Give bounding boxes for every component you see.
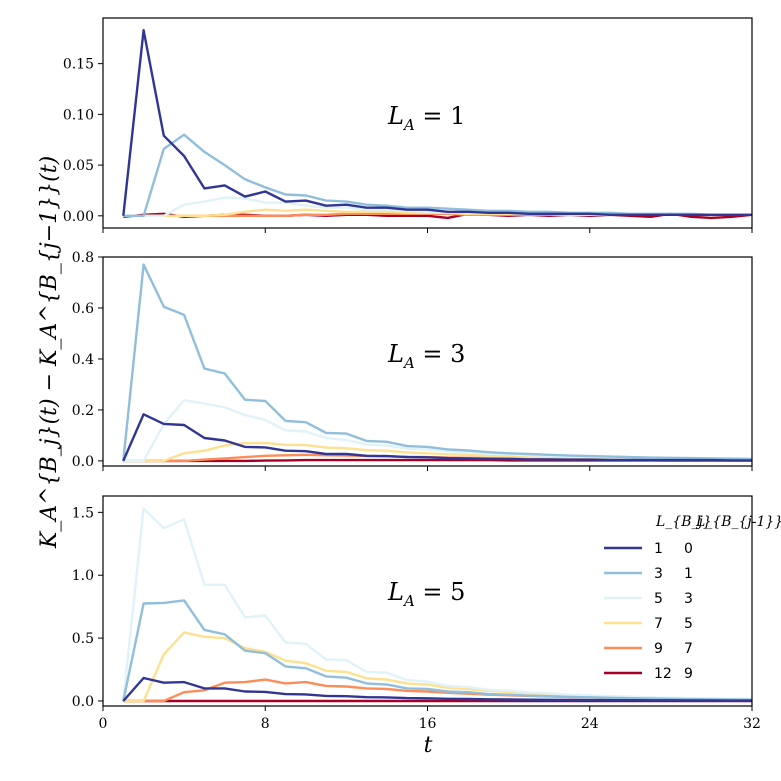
panel-3-annotation: LA = 5	[387, 578, 465, 610]
panel-1-annotation: LA = 1	[387, 102, 465, 134]
y-tick-label: 1.5	[72, 505, 94, 521]
series-line-3-1	[122, 599, 752, 702]
legend-label-a: 9	[654, 641, 663, 657]
y-tick-label: 0.10	[63, 107, 94, 123]
y-tick-label: 0.4	[72, 352, 94, 368]
legend-header-b: L_{B_{j-1}}	[695, 514, 781, 530]
panel-2: 0.0 0.2 0.4 0.6 0.8 LA = 3	[72, 250, 753, 471]
x-tick-label: 16	[419, 716, 437, 732]
x-tick-label: 24	[581, 716, 599, 732]
y-tick-label: 0.05	[63, 158, 94, 174]
legend-label-a: 3	[654, 566, 663, 582]
panel-1: 0.00 0.05 0.10 0.15 LA = 1	[63, 17, 753, 233]
panel-2-annotation: LA = 3	[387, 340, 465, 372]
panel-3: 0.0 0.5 1.0 1.5 0 8 16 24 32 LA = 5	[72, 495, 761, 732]
legend-label-a: 5	[654, 591, 663, 607]
legend-label-b: 7	[684, 641, 693, 657]
y-tick-label: 1.0	[72, 568, 94, 584]
panel-1-series	[122, 29, 752, 220]
y-tick-label: 0.2	[72, 403, 94, 419]
series-line-1-0	[122, 29, 752, 217]
legend-label-a: 12	[654, 666, 672, 682]
y-tick-label: 0.0	[72, 454, 94, 470]
legend-header-a: L_{B_j}	[655, 514, 712, 530]
series-line-5-3	[123, 399, 752, 463]
legend-label-b: 1	[684, 566, 693, 582]
x-axis-label: t	[424, 733, 433, 758]
legend-label-b: 9	[684, 666, 693, 682]
x-tick-label: 8	[261, 716, 270, 732]
legend-label-b: 5	[684, 616, 693, 632]
x-tick-label: 32	[743, 716, 761, 732]
y-axis-label: K_A^{B_j}(t) − K_A^{B_{j−1}}(t)	[37, 156, 62, 549]
series-line-1-0	[122, 413, 752, 462]
y-tick-label: 0.0	[72, 694, 94, 710]
y-tick-label: 0.5	[72, 631, 94, 647]
panel-2-series	[122, 263, 752, 463]
series-line-3-1	[122, 263, 752, 462]
legend: L_{B_j}L_{B_{j-1}} 1 0 3 1 5 3 7 5 9 7 12 9	[604, 514, 781, 682]
y-tick-label: 0.6	[72, 301, 94, 317]
legend-label-a: 1	[654, 541, 663, 557]
legend-label-b: 0	[684, 541, 693, 557]
y-tick-label: 0.8	[72, 250, 94, 266]
panel-3-series	[122, 507, 752, 703]
y-tick-label: 0.15	[63, 57, 94, 73]
series-line-3-1	[123, 133, 752, 218]
x-tick-label: 0	[99, 716, 108, 732]
series-line-1-0	[122, 676, 752, 702]
y-tick-label: 0.00	[63, 209, 94, 225]
series-line-5-3	[122, 507, 752, 702]
legend-label-b: 3	[684, 591, 693, 607]
legend-label-a: 7	[654, 616, 663, 632]
